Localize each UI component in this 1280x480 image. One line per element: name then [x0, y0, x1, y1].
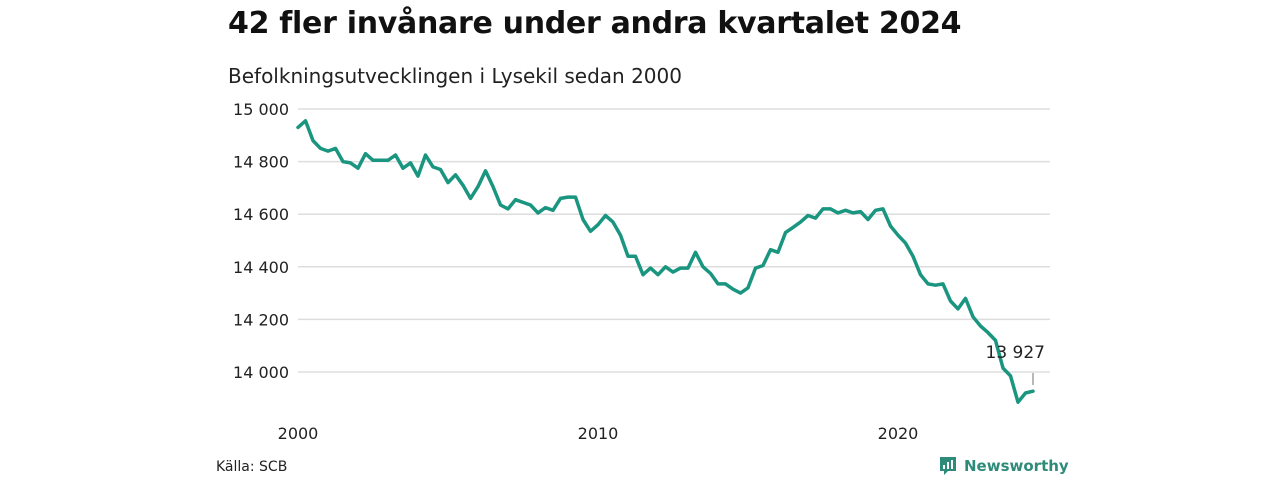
chart-subtitle: Befolkningsutvecklingen i Lysekil sedan … — [228, 64, 682, 88]
line-chart: 14 000 14 200 14 400 14 600 14 800 15 000 200… — [233, 100, 1050, 443]
brand-name: Newsworthy — [964, 457, 1069, 475]
newsworthy-logo-icon — [940, 457, 956, 475]
y-axis-tick-labels: 14 000 14 200 14 400 14 600 14 800 15 000 — [233, 100, 289, 382]
x-tick-label: 2020 — [878, 424, 919, 443]
annotation-group: 13 927 — [986, 343, 1045, 385]
y-tick-label: 14 400 — [233, 258, 289, 277]
x-tick-label: 2010 — [578, 424, 619, 443]
gridlines — [298, 108, 1050, 373]
y-tick-label: 14 200 — [233, 310, 289, 329]
y-tick-label: 15 000 — [233, 100, 289, 119]
source-note: Källa: SCB — [216, 459, 288, 475]
x-tick-label: 2000 — [278, 424, 319, 443]
annotation-label: 13 927 — [986, 343, 1045, 363]
y-tick-label: 14 800 — [233, 153, 289, 172]
series-line — [296, 119, 1035, 404]
y-tick-label: 14 000 — [233, 363, 289, 382]
y-tick-label: 14 600 — [233, 205, 289, 224]
chart-title: 42 fler invånare under andra kvartalet 2… — [228, 6, 962, 41]
series-group — [296, 119, 1035, 404]
x-axis-tick-labels: 2000 2010 2020 — [278, 424, 919, 443]
brand-logo[interactable]: Newsworthy — [938, 455, 1069, 477]
